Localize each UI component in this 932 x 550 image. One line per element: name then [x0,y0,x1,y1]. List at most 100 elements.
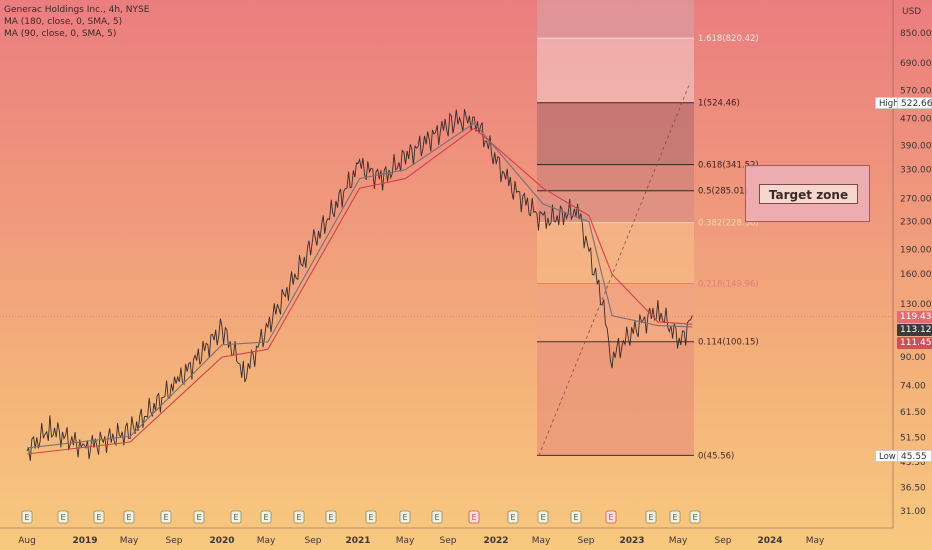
svg-text:E: E [573,513,578,522]
earnings-icon[interactable]: E [431,510,443,524]
time-tick-label: Sep [715,536,732,546]
price-tick-label: 36.50 [900,483,926,493]
series-line-0 [26,109,693,461]
earnings-icon[interactable]: E [93,510,105,524]
time-tick-label: 2023 [619,536,644,546]
price-tick-label: 470.00 [900,115,932,125]
svg-text:E: E [471,513,476,522]
earnings-icon[interactable]: E [645,510,657,524]
series-group [26,109,693,461]
price-tick-label: 31.00 [900,507,926,517]
fib-level-label: 1.618(820.42) [698,34,759,44]
series-line-2 [26,122,693,449]
fib-level-label: 0.114(100.15) [698,338,759,348]
svg-text:E: E [263,513,268,522]
earnings-icon[interactable]: E [689,510,701,524]
earnings-icon[interactable]: E [669,510,681,524]
price-tick-label: 390.00 [900,141,932,151]
fib-level-label: 0(45.56) [698,451,734,461]
svg-text:E: E [608,513,613,522]
low-price-tag: 45.55 [897,450,932,462]
fib-level-label: 0.5(285.01) [698,187,748,197]
target-zone-box[interactable]: Target zone [745,165,870,222]
price-tick-label: 51.50 [900,434,926,444]
currency-label: USD [902,7,921,17]
earnings-icon[interactable]: E [468,510,480,524]
ma90-price-tag: 113.12 [897,324,932,336]
last-price-tag: 119.43 [897,311,932,323]
time-tick-label: 2020 [209,536,234,546]
high-price-tag: 522.66 [897,97,932,109]
price-tick-label: 190.00 [900,245,932,255]
fib-band [537,0,694,39]
earnings-icon[interactable]: E [365,510,377,524]
price-tick-label: 230.00 [900,218,932,228]
svg-text:E: E [402,513,407,522]
time-tick-label: May [257,536,276,546]
svg-text:E: E [233,513,238,522]
svg-text:E: E [692,513,697,522]
earnings-icon[interactable]: E [57,510,69,524]
price-tick-label: 61.50 [900,408,926,418]
earnings-icon[interactable]: E [293,510,305,524]
time-tick-label: Sep [440,536,457,546]
fib-band [537,283,694,342]
earnings-icon[interactable]: E [21,510,33,524]
fib-band [537,164,694,191]
earnings-icon[interactable]: E [160,510,172,524]
time-tick-label: 2024 [757,536,782,546]
earnings-icon[interactable]: E [570,510,582,524]
price-tick-label: 690.00 [900,59,932,69]
fibonacci-retracement[interactable]: 1.618(820.42) 1(524.46) 0.618(341.52) 0.5(2… [0,0,893,461]
price-tick-label: 160.00 [900,270,932,280]
fib-level-label: 0.218(149.96) [698,279,759,289]
svg-text:E: E [60,513,65,522]
earnings-icon[interactable]: E [537,510,549,524]
earnings-icon[interactable]: E [325,510,337,524]
time-tick-label: May [669,536,688,546]
svg-text:E: E [196,513,201,522]
high-label: High [875,97,903,109]
svg-text:E: E [648,513,653,522]
time-tick-label: May [120,536,139,546]
earnings-icon[interactable]: E [507,510,519,524]
price-tick-label: 43.50 [900,458,926,468]
time-tick-label: Sep [166,536,183,546]
svg-text:E: E [672,513,677,522]
earnings-icon[interactable]: E [605,510,617,524]
price-tick-label: 330.00 [900,166,932,176]
time-axis[interactable]: Aug 2019 May Sep 2020 May Sep 2021 May Sep 2022 May… [0,527,893,546]
fib-trend-line [538,82,691,456]
svg-text:E: E [328,513,333,522]
price-tick-label: 850.00 [900,29,932,39]
target-zone-label: Target zone [759,184,858,204]
legend-title: Generac Holdings Inc., 4h, NYSE [4,5,150,15]
earnings-icon[interactable]: E [260,510,272,524]
time-tick-label: May [806,536,825,546]
price-tick-label: 570.00 [900,87,932,97]
time-tick-label: 2022 [483,536,508,546]
earnings-icon[interactable]: E [399,510,411,524]
time-tick-label: Sep [305,536,322,546]
legend-ma90: MA (90, close, 0, SMA, 5) [4,29,117,39]
fib-band [537,222,694,284]
price-axis[interactable]: USD 850.00 690.00 570.00 470.00 390.00 330.00 2… [892,0,932,528]
earnings-icon[interactable]: E [230,510,242,524]
chart-legend: Generac Holdings Inc., 4h, NYSE MA (180,… [4,4,149,40]
svg-text:E: E [368,513,373,522]
time-tick-label: Sep [578,536,595,546]
svg-text:E: E [540,513,545,522]
svg-text:E: E [434,513,439,522]
price-tick-label: 130.00 [900,300,932,310]
svg-text:E: E [24,513,29,522]
earnings-icon[interactable]: E [193,510,205,524]
fib-band [537,102,694,165]
svg-text:E: E [163,513,168,522]
fib-band [537,341,694,456]
fib-level-label: 0.382(228.50) [698,219,759,229]
earnings-icon[interactable]: E [123,510,135,524]
time-tick-label: Aug [18,536,36,546]
